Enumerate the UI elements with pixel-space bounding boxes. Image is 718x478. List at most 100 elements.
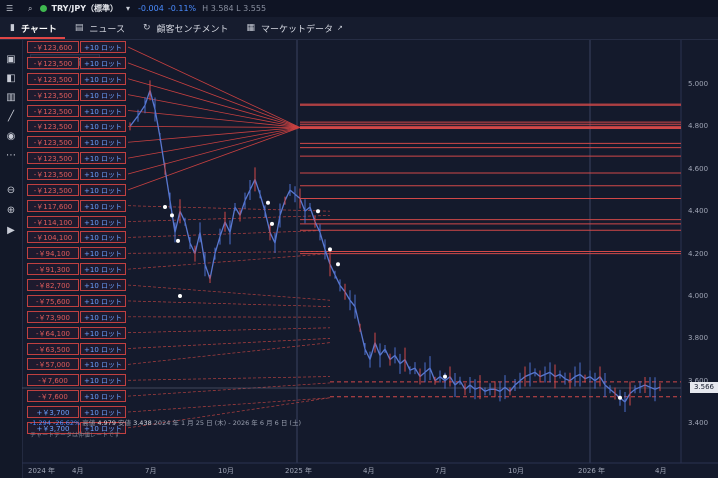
position-pnl[interactable]: -￥123,500 xyxy=(27,72,79,85)
symbol-name[interactable]: TRY/JPY（標準） xyxy=(51,4,119,13)
position-lot[interactable]: +10 ロット xyxy=(80,342,126,355)
position-row[interactable]: -￥82,700 +10 ロット xyxy=(27,279,126,291)
position-pnl[interactable]: -￥82,700 xyxy=(27,279,79,291)
position-pnl[interactable]: +￥3,700 xyxy=(27,421,79,434)
position-lot[interactable]: +10 ロット xyxy=(80,406,126,418)
tab-news[interactable]: ▤ ニュース xyxy=(65,17,133,39)
position-lot[interactable]: +10 ロット xyxy=(80,104,126,117)
position-row[interactable]: -￥7,600 +10 ロット xyxy=(27,390,126,403)
position-row[interactable]: -￥91,300 +10 ロット xyxy=(27,263,126,276)
search-icon[interactable]: ⌕ xyxy=(28,3,33,13)
tab-chart[interactable]: ▮ チャート xyxy=(0,17,65,39)
position-row[interactable]: -￥123,500 +10 ロット xyxy=(27,56,126,69)
position-pnl[interactable]: -￥123,500 xyxy=(27,152,79,165)
position-pnl[interactable]: -￥123,500 xyxy=(27,136,79,149)
position-row[interactable]: -￥75,600 +10 ロット xyxy=(27,294,126,307)
position-pnl[interactable]: -￥114,100 xyxy=(27,215,79,228)
x-axis-tick-label: 10月 xyxy=(218,467,234,475)
chart-note: チャートデータは仲値レートです xyxy=(30,432,120,439)
eye-icon[interactable]: ◉ xyxy=(6,131,16,142)
menu-icon[interactable]: ☰ xyxy=(6,4,14,13)
position-row[interactable]: -￥104,100 +10 ロット xyxy=(27,231,126,244)
position-row[interactable]: -￥114,100 +10 ロット xyxy=(27,215,126,228)
position-row[interactable]: -￥117,600 +10 ロット xyxy=(27,199,126,212)
position-row[interactable]: -￥123,500 +10 ロット xyxy=(27,168,126,180)
position-lot[interactable]: +10 ロット xyxy=(80,263,126,276)
position-pnl[interactable]: -￥63,500 xyxy=(27,342,79,355)
position-lot[interactable]: +10 ロット xyxy=(80,72,126,85)
position-row[interactable]: -￥123,500 +10 ロット xyxy=(27,152,126,165)
position-lot[interactable]: +10 ロット xyxy=(80,247,126,260)
position-lot[interactable]: +10 ロット xyxy=(80,183,126,196)
zoom-out-icon[interactable]: ⊖ xyxy=(6,185,16,196)
position-lot[interactable]: +10 ロット xyxy=(80,136,126,149)
position-pnl[interactable]: -￥104,100 xyxy=(27,231,79,244)
position-row[interactable]: -￥123,500 +10 ロット xyxy=(27,183,126,196)
position-lot[interactable]: +10 ロット xyxy=(80,56,126,69)
tab-sentiment[interactable]: ↻ 顧客センチメント xyxy=(133,17,237,39)
chart-type-icon[interactable]: ▣ xyxy=(6,54,16,65)
position-pnl[interactable]: -￥123,500 xyxy=(27,183,79,196)
position-row[interactable]: -￥123,500 +10 ロット xyxy=(27,120,126,133)
position-row[interactable]: +￥3,700 +10 ロット xyxy=(27,406,126,418)
entry-marker xyxy=(443,374,447,379)
position-lot[interactable]: +10 ロット xyxy=(80,279,126,291)
position-lot[interactable]: +10 ロット xyxy=(80,88,126,101)
position-lot[interactable]: +10 ロット xyxy=(80,326,126,339)
position-row[interactable]: -￥64,100 +10 ロット xyxy=(27,326,126,339)
position-row[interactable]: +￥3,700 +10 ロット xyxy=(27,421,126,434)
position-lot[interactable]: +10 ロット xyxy=(80,231,126,244)
more-icon[interactable]: ⋯ xyxy=(6,150,16,161)
indicator-icon[interactable]: ◧ xyxy=(6,73,16,84)
position-pnl[interactable]: -￥57,000 xyxy=(27,358,79,371)
position-pnl[interactable]: -￥123,500 xyxy=(27,56,79,69)
position-row[interactable]: -￥57,000 +10 ロット xyxy=(27,358,126,371)
position-lot[interactable]: +10 ロット xyxy=(80,374,126,387)
position-pnl[interactable]: -￥123,600 xyxy=(27,41,79,53)
position-lot[interactable]: +10 ロット xyxy=(80,199,126,212)
tab-market-data[interactable]: ▦ マーケットデータ ↗ xyxy=(237,17,351,39)
position-pnl[interactable]: -￥123,500 xyxy=(27,104,79,117)
position-pnl[interactable]: -￥123,500 xyxy=(27,88,79,101)
position-lot[interactable]: +10 ロット xyxy=(80,358,126,371)
high-value: 4.979 xyxy=(97,419,116,427)
position-pnl[interactable]: -￥91,300 xyxy=(27,263,79,276)
position-lot[interactable]: +10 ロット xyxy=(80,421,126,434)
position-pnl[interactable]: -￥94,100 xyxy=(27,247,79,260)
position-lot[interactable]: +10 ロット xyxy=(80,168,126,180)
position-pnl[interactable]: -￥73,900 xyxy=(27,310,79,323)
x-axis-tick-label: 4月 xyxy=(655,467,667,475)
position-pnl[interactable]: -￥7,600 xyxy=(27,390,79,403)
position-row[interactable]: -￥7,600 +10 ロット xyxy=(27,374,126,387)
chevron-down-icon[interactable]: ▾ xyxy=(126,4,131,13)
position-row[interactable]: -￥94,100 +10 ロット xyxy=(27,247,126,260)
position-pnl[interactable]: -￥64,100 xyxy=(27,326,79,339)
position-lot[interactable]: +10 ロット xyxy=(80,152,126,165)
position-lot[interactable]: +10 ロット xyxy=(80,390,126,403)
pencil-icon[interactable]: ╱ xyxy=(7,111,15,122)
position-pnl[interactable]: +￥3,700 xyxy=(27,406,79,418)
position-row[interactable]: -￥123,500 +10 ロット xyxy=(27,88,126,101)
position-pnl[interactable]: -￥117,600 xyxy=(27,199,79,212)
position-pnl[interactable]: -￥123,500 xyxy=(27,168,79,180)
position-row[interactable]: -￥123,500 +10 ロット xyxy=(27,136,126,149)
position-row[interactable]: -￥63,500 +10 ロット xyxy=(27,342,126,355)
bar-chart-icon[interactable]: ▥ xyxy=(6,92,16,103)
position-pnl[interactable]: -￥123,500 xyxy=(27,120,79,133)
position-row[interactable]: -￥73,900 +10 ロット xyxy=(27,310,126,323)
order-dashed-link xyxy=(127,382,331,397)
position-pnl[interactable]: -￥7,600 xyxy=(27,374,79,387)
current-price-label: 3.566 xyxy=(690,382,718,393)
position-pnl[interactable]: -￥75,600 xyxy=(27,294,79,307)
position-row[interactable]: -￥123,600 +10 ロット xyxy=(27,41,126,53)
position-lot[interactable]: +10 ロット xyxy=(80,310,126,323)
position-lot[interactable]: +10 ロット xyxy=(80,120,126,133)
position-row[interactable]: -￥123,500 +10 ロット xyxy=(27,104,126,117)
position-row[interactable]: -￥123,500 +10 ロット xyxy=(27,72,126,85)
play-icon[interactable]: ▶ xyxy=(7,225,15,236)
position-lot[interactable]: +10 ロット xyxy=(80,215,126,228)
position-lot[interactable]: +10 ロット xyxy=(80,41,126,53)
position-lot[interactable]: +10 ロット xyxy=(80,294,126,307)
zoom-in-icon[interactable]: ⊕ xyxy=(6,205,16,216)
